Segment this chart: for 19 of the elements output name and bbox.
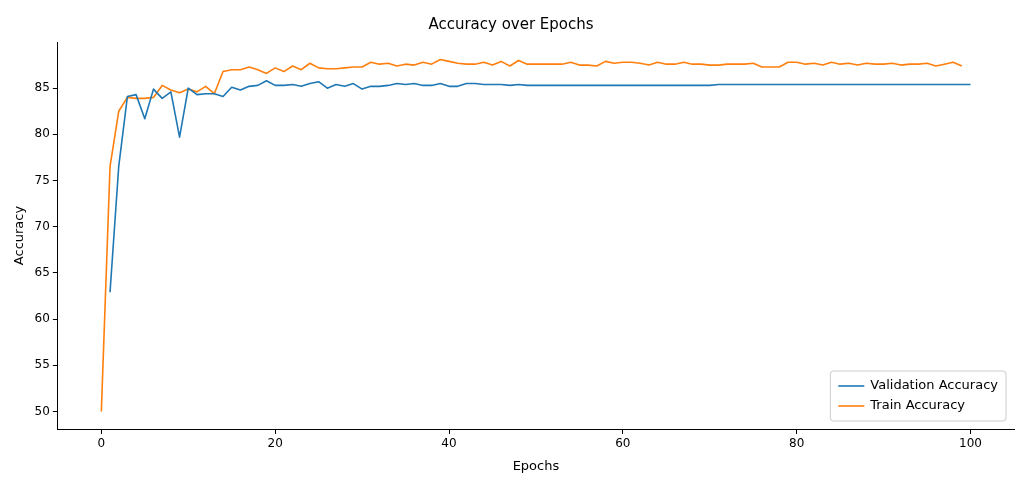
legend-label: Train Accuracy [869, 397, 966, 413]
y-tick-label: 85 [34, 80, 50, 95]
y-tick-label: 55 [34, 357, 50, 372]
y-tick-label: 65 [34, 265, 50, 280]
legend-label: Validation Accuracy [870, 377, 999, 393]
x-tick-label: 40 [441, 436, 457, 451]
x-tick-label: 60 [615, 436, 631, 451]
x-tick-label: 20 [267, 436, 283, 451]
y-tick-label: 60 [34, 311, 50, 326]
y-axis-title: Accuracy [11, 205, 27, 266]
chart-title: Accuracy over Epochs [428, 14, 594, 33]
y-tick-label: 80 [34, 126, 50, 141]
x-tick-label: 80 [789, 436, 805, 451]
x-tick-label: 100 [959, 436, 982, 451]
y-tick-label: 50 [34, 403, 50, 418]
y-tick-label: 70 [34, 218, 50, 233]
x-axis-title: Epochs [512, 457, 560, 473]
y-tick-label: 75 [34, 172, 50, 187]
x-tick-label: 0 [97, 436, 106, 451]
